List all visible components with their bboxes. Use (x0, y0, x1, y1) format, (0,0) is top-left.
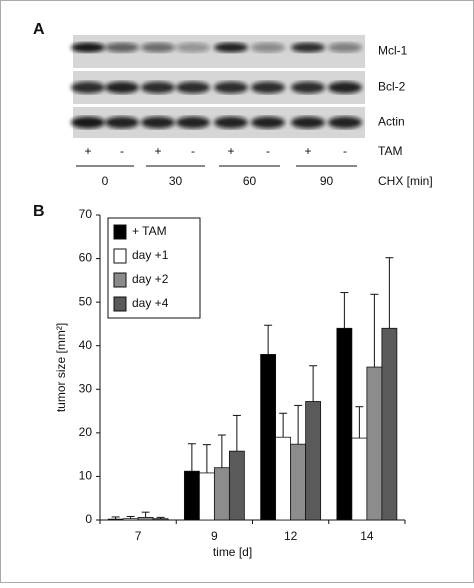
y-tick-label: 30 (79, 381, 93, 395)
y-tick-label: 70 (79, 207, 93, 221)
blot-band (291, 81, 325, 94)
chx-time: 30 (169, 174, 183, 188)
chx-label: CHX [min] (378, 174, 433, 188)
y-tick-label: 60 (79, 251, 93, 265)
blot-band (176, 81, 210, 94)
bar (122, 518, 139, 521)
bar (351, 437, 368, 521)
blot-band (251, 81, 285, 94)
bar (152, 518, 169, 521)
error-bar (294, 404, 303, 445)
bar (137, 516, 154, 521)
blot-band (141, 81, 175, 94)
blot-band (105, 116, 139, 129)
error-bar (309, 365, 318, 402)
bar (305, 401, 322, 521)
y-tick-label: 40 (79, 338, 93, 352)
error-bar (340, 292, 349, 329)
y-tick-label: 20 (79, 425, 93, 439)
legend-swatch (113, 272, 127, 288)
blot-band (141, 116, 175, 129)
tam-sign: - (343, 144, 347, 158)
x-tick-label: 12 (284, 529, 298, 543)
blot-band (141, 42, 175, 53)
blot-band (251, 42, 285, 53)
blot-band (176, 42, 210, 53)
bar (213, 467, 230, 521)
error-bar (385, 257, 394, 329)
chx-time: 0 (102, 174, 109, 188)
y-tick-label: 0 (85, 512, 92, 526)
panel-label: B (33, 203, 45, 220)
tam-sign: + (84, 144, 91, 158)
tam-sign: + (154, 144, 161, 158)
blot-band (214, 81, 248, 94)
error-bar (141, 511, 150, 518)
blot-band (105, 42, 139, 53)
bar (366, 366, 383, 521)
x-axis-label: time [d] (213, 545, 252, 559)
blot-label: Actin (378, 115, 405, 129)
error-bar (279, 412, 288, 438)
tam-label: TAM (378, 144, 402, 158)
blot-label: Bcl-2 (378, 80, 406, 94)
tam-sign: - (266, 144, 270, 158)
error-bar (156, 516, 165, 519)
y-tick-label: 10 (79, 469, 93, 483)
legend-label: day +1 (132, 248, 169, 262)
legend-swatch (113, 224, 127, 240)
bar (228, 450, 245, 521)
tam-sign: + (304, 144, 311, 158)
legend-swatch (113, 248, 127, 264)
error-bar (126, 516, 135, 519)
x-tick-label: 14 (360, 529, 374, 543)
tam-sign: + (227, 144, 234, 158)
legend-swatch (113, 296, 127, 312)
y-tick-label: 50 (79, 294, 93, 308)
error-bar (370, 293, 379, 368)
error-bar (187, 443, 196, 472)
bar (381, 327, 398, 521)
bar (290, 443, 307, 521)
bar (107, 518, 124, 521)
panel-label: A (33, 21, 45, 38)
bar (260, 354, 277, 521)
error-bar (232, 414, 241, 452)
blot-band (105, 81, 139, 94)
blot-band (214, 42, 248, 53)
blot-band (71, 42, 105, 53)
x-tick-label: 7 (135, 529, 142, 543)
blot-band (328, 116, 362, 129)
blot-band (251, 116, 285, 129)
chx-time: 60 (243, 174, 257, 188)
blot-band (214, 116, 248, 129)
legend-label: + TAM (132, 224, 167, 238)
error-bar (355, 406, 364, 439)
legend-label: day +4 (132, 296, 169, 310)
y-axis-label: tumor size [mm²] (54, 323, 68, 412)
blot-band (328, 42, 362, 53)
blot-panel (71, 35, 365, 138)
bar (183, 470, 200, 521)
blot-label: Mcl-1 (378, 44, 408, 58)
error-bar (111, 516, 120, 520)
legend-label: day +2 (132, 272, 169, 286)
blot-band (176, 116, 210, 129)
error-bar (264, 324, 273, 355)
chx-time: 90 (320, 174, 334, 188)
x-tick-label: 9 (211, 529, 218, 543)
bar (336, 327, 353, 521)
bar (198, 472, 215, 521)
error-bar (202, 444, 211, 473)
blot-band (328, 81, 362, 94)
blot-band (291, 116, 325, 129)
tam-sign: - (120, 144, 124, 158)
blot-band (71, 116, 105, 129)
error-bar (217, 434, 226, 468)
blot-band (71, 81, 105, 94)
tam-sign: - (191, 144, 195, 158)
bar (275, 436, 292, 521)
blot-band (291, 42, 325, 53)
